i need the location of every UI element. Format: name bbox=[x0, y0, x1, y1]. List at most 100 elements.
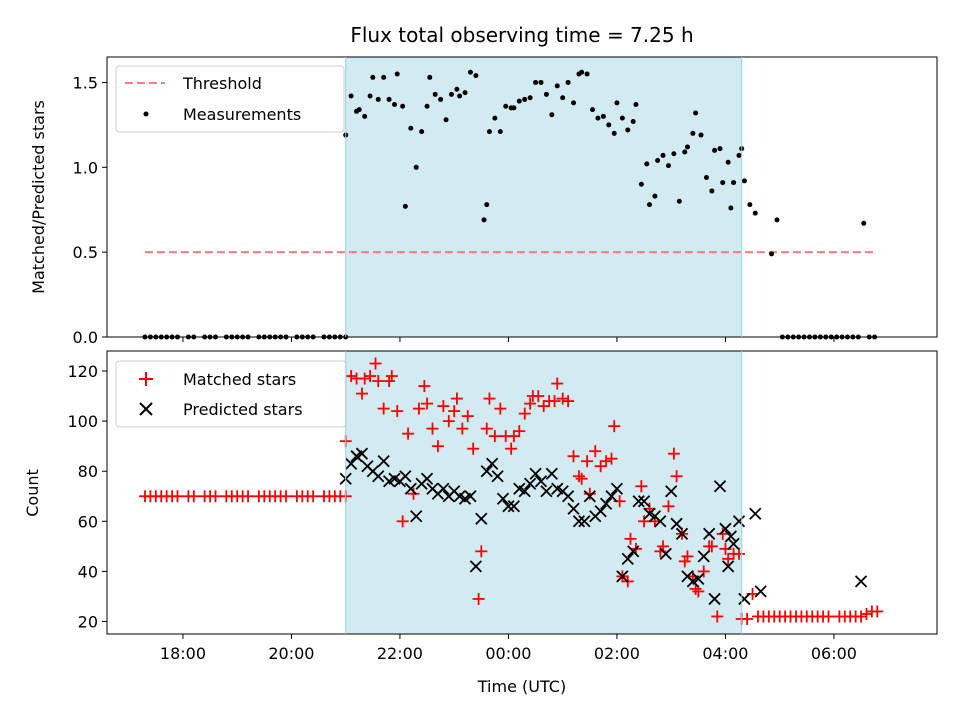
matched-star-point bbox=[488, 430, 501, 443]
matched-star-point bbox=[572, 470, 585, 483]
top-y-ticks: 0.0 0.5 1.0 1.5 bbox=[73, 73, 107, 347]
predicted-star-point bbox=[372, 470, 385, 483]
measurement-point bbox=[736, 152, 742, 158]
measurement-point bbox=[438, 96, 444, 102]
measurement-point bbox=[571, 100, 577, 106]
legend-threshold-label: Threshold bbox=[182, 74, 262, 93]
top-observing-region bbox=[345, 57, 742, 337]
bottom-axes-frame bbox=[106, 350, 938, 635]
predicted-star-point bbox=[355, 447, 369, 460]
predicted-star-point bbox=[475, 512, 488, 525]
predicted-star-point bbox=[732, 515, 746, 528]
predicted-star-point bbox=[377, 455, 390, 468]
bottom-y-ticks: 20 40 60 80 100 120 bbox=[67, 362, 107, 631]
x-axis-label: Time (UTC) bbox=[477, 677, 566, 696]
matched-star-point bbox=[421, 397, 434, 410]
measurement-point bbox=[752, 210, 758, 216]
matched-star-point bbox=[369, 357, 382, 370]
matched-star-point bbox=[518, 407, 531, 420]
measurement-point bbox=[655, 158, 661, 164]
matched-star-point bbox=[280, 490, 293, 503]
matched-star-point bbox=[600, 455, 613, 468]
bottom-y-axis-label: Count bbox=[23, 469, 42, 517]
matched-star-point bbox=[426, 422, 439, 435]
matched-star-point bbox=[562, 395, 575, 408]
matched-star-point bbox=[402, 427, 415, 440]
bottom-y-tick-label: 120 bbox=[67, 362, 98, 381]
measurement-point bbox=[348, 93, 354, 99]
matched-star-point bbox=[608, 420, 621, 433]
measurement-point bbox=[503, 103, 509, 109]
x-tick-label: 20:00 bbox=[268, 644, 314, 663]
measurement-point bbox=[676, 198, 682, 204]
predicted-stars-points bbox=[339, 447, 868, 606]
top-legend-box bbox=[115, 65, 345, 133]
measurement-point bbox=[709, 188, 715, 194]
matched-star-point bbox=[505, 442, 518, 455]
predicted-star-point bbox=[524, 477, 537, 490]
measurement-point bbox=[432, 91, 438, 97]
measurement-point bbox=[481, 217, 487, 223]
predicted-star-point bbox=[632, 495, 645, 508]
measurement-point bbox=[375, 96, 381, 102]
predicted-star-point bbox=[561, 490, 575, 503]
predicted-star-point bbox=[675, 527, 689, 540]
measurement-point bbox=[684, 144, 690, 150]
matched-star-point bbox=[860, 607, 873, 620]
predicted-star-point bbox=[724, 530, 737, 543]
measurement-point bbox=[454, 86, 460, 92]
matched-star-point bbox=[532, 390, 545, 403]
measurement-point bbox=[457, 93, 463, 99]
measurement-point bbox=[725, 159, 731, 165]
measurement-point bbox=[646, 202, 652, 208]
predicted-star-point bbox=[399, 470, 412, 483]
matched-star-point bbox=[355, 387, 368, 400]
matched-star-point bbox=[589, 445, 602, 458]
matched-star-point bbox=[437, 400, 450, 413]
matched-star-point bbox=[662, 500, 675, 513]
predicted-star-point bbox=[507, 500, 520, 513]
measurement-point bbox=[693, 110, 699, 116]
predicted-star-point bbox=[722, 560, 735, 573]
predicted-star-point bbox=[420, 472, 434, 485]
matched-star-point bbox=[412, 402, 425, 415]
measurement-point bbox=[652, 193, 658, 199]
matched-star-point bbox=[583, 487, 596, 500]
bottom-y-tick-label: 80 bbox=[78, 462, 98, 481]
measurement-point bbox=[720, 180, 726, 186]
matched-star-point bbox=[442, 415, 455, 428]
measurement-point bbox=[660, 152, 666, 158]
predicted-star-point bbox=[578, 515, 591, 528]
measurement-point bbox=[484, 202, 490, 208]
matched-star-point bbox=[418, 380, 431, 393]
predicted-star-point bbox=[518, 485, 531, 498]
measurement-point bbox=[516, 98, 522, 104]
measurement-point bbox=[644, 161, 650, 167]
top-y-tick-label: 1.0 bbox=[73, 158, 98, 177]
matched-star-point bbox=[209, 490, 222, 503]
predicted-star-point bbox=[583, 490, 596, 503]
predicted-star-point bbox=[540, 485, 553, 498]
legend-predicted-swatch bbox=[139, 402, 153, 416]
predicted-star-point bbox=[567, 502, 580, 515]
matched-star-point bbox=[396, 515, 409, 528]
measurement-point bbox=[497, 129, 503, 135]
measurement-point bbox=[427, 74, 433, 80]
measurement-point bbox=[386, 96, 392, 102]
matched-star-point bbox=[741, 612, 754, 625]
matched-star-point bbox=[513, 425, 526, 438]
measurement-point bbox=[419, 129, 425, 135]
matched-star-point bbox=[711, 610, 724, 623]
measurement-point bbox=[522, 96, 528, 102]
measurement-point bbox=[408, 125, 414, 131]
measurement-point bbox=[625, 127, 631, 133]
measurement-point bbox=[671, 151, 677, 157]
legend-predicted-label: Predicted stars bbox=[183, 400, 303, 419]
predicted-star-point bbox=[637, 495, 651, 508]
x-tick-label: 02:00 bbox=[594, 644, 640, 663]
measurement-point bbox=[633, 102, 639, 108]
top-x-ticks bbox=[182, 337, 835, 342]
measurement-point bbox=[356, 107, 362, 113]
measurement-point bbox=[774, 217, 780, 223]
matched-star-point bbox=[187, 490, 200, 503]
